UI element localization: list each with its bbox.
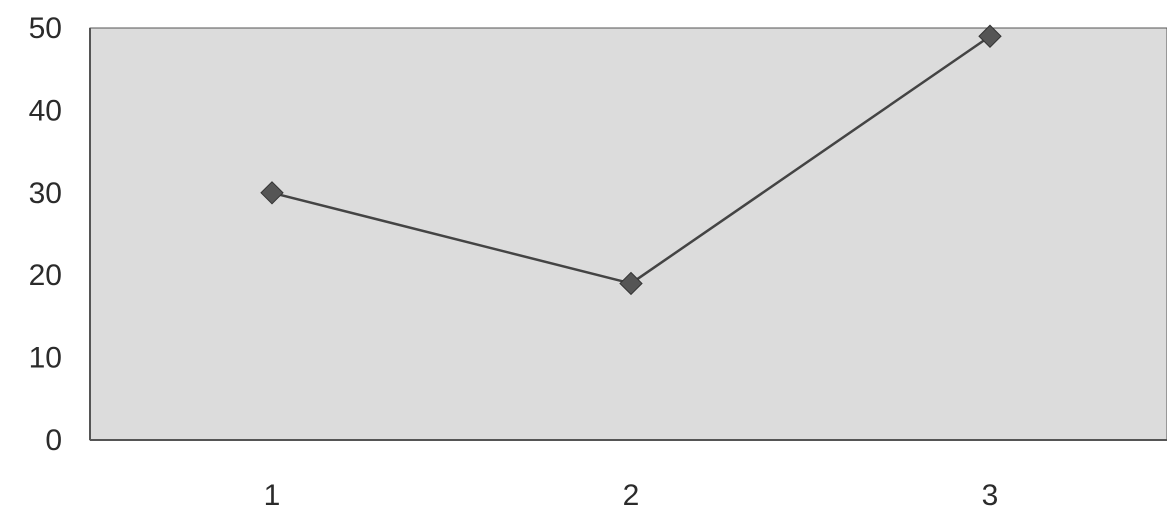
y-tick-label: 20 bbox=[29, 259, 62, 292]
plot-area bbox=[90, 28, 1167, 440]
x-tick-label: 1 bbox=[264, 479, 281, 512]
y-tick-label: 30 bbox=[29, 177, 62, 210]
y-tick-label: 40 bbox=[29, 94, 62, 127]
x-tick-label: 2 bbox=[623, 479, 640, 512]
y-tick-labels: 0 10 20 30 40 50 bbox=[29, 12, 62, 457]
x-tick-label: 3 bbox=[982, 479, 999, 512]
x-tick-labels: 1 2 3 bbox=[264, 479, 999, 512]
y-tick-label: 10 bbox=[29, 342, 62, 375]
y-tick-label: 0 bbox=[45, 424, 62, 457]
y-tick-label: 50 bbox=[29, 12, 62, 45]
